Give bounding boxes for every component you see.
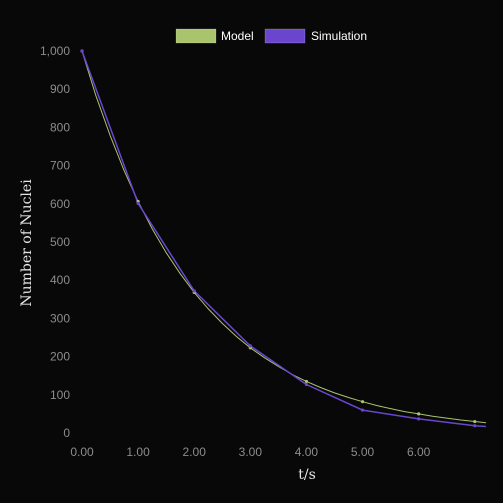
y-tick-label: 1,000: [40, 44, 70, 58]
legend-label-model: Model: [221, 29, 254, 43]
x-tick-label: 4.00: [295, 445, 319, 459]
legend-swatch-model: [175, 28, 217, 44]
y-tick-label: 800: [50, 120, 70, 134]
simulation-data-point: [248, 344, 252, 348]
simulation-data-point: [473, 424, 477, 428]
x-tick-label: 5.00: [351, 445, 375, 459]
model-data-point: [417, 412, 421, 416]
y-axis-ticks: 0 100 200 300 400 500 600 700 800 900 1,000: [40, 44, 70, 440]
y-tick-label: 400: [50, 273, 70, 287]
legend-swatch-simulation: [264, 28, 306, 44]
simulation-data-point: [80, 49, 84, 53]
plot-area: [80, 49, 487, 428]
x-axis-title: t/s: [298, 467, 316, 483]
legend: Model Simulation: [175, 28, 367, 44]
x-tick-label: 1.00: [126, 445, 150, 459]
simulation-data-point: [360, 408, 365, 412]
simulation-data-point: [192, 289, 196, 293]
y-axis-title: Number of Nuclei: [19, 179, 35, 307]
y-tick-label: 700: [50, 159, 70, 173]
y-tick-label: 100: [50, 388, 70, 402]
x-axis-ticks: 0.00 1.00 2.00 3.00 4.00 5.00 6.00: [70, 445, 430, 459]
y-tick-label: 600: [50, 197, 70, 211]
simulation-data-point: [304, 382, 309, 387]
x-tick-label: 6.00: [407, 445, 431, 459]
x-tick-label: 2.00: [183, 445, 207, 459]
model-data-point: [473, 419, 477, 424]
legend-label-simulation: Simulation: [311, 29, 367, 43]
y-tick-label: 200: [50, 350, 70, 364]
x-tick-label: 3.00: [239, 445, 263, 459]
y-tick-label: 0: [63, 426, 70, 440]
x-tick-label: 0.00: [70, 445, 94, 459]
y-tick-label: 300: [50, 311, 70, 325]
model-data-point: [360, 400, 365, 404]
y-tick-label: 500: [50, 235, 70, 249]
model-data-point: [304, 379, 309, 384]
y-tick-label: 900: [50, 82, 70, 96]
simulation-data-point: [417, 417, 421, 421]
simulation-data-point: [136, 201, 140, 206]
